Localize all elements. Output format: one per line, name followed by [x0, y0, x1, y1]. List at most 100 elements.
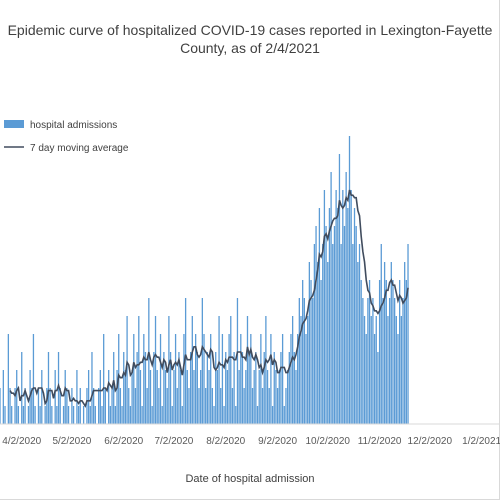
bar — [404, 262, 406, 424]
bar — [128, 388, 130, 424]
bar — [72, 406, 75, 424]
bar — [44, 406, 46, 424]
bar — [387, 316, 389, 424]
bar — [32, 334, 35, 424]
legend-label-bars: hospital admissions — [30, 120, 117, 131]
bar — [92, 388, 95, 424]
bar — [220, 388, 222, 424]
bar — [86, 388, 88, 424]
bar — [186, 370, 188, 424]
bar — [263, 352, 265, 424]
bar — [31, 388, 33, 424]
bar — [293, 352, 295, 424]
x-tick-label: 7/2/2020 — [154, 436, 193, 447]
bar — [402, 298, 404, 424]
bar — [196, 352, 198, 424]
bar — [223, 406, 225, 424]
bar — [143, 334, 145, 424]
bar — [206, 352, 209, 424]
legend-bar-swatch — [4, 120, 24, 128]
bar — [250, 334, 252, 424]
bar — [129, 406, 132, 424]
bar — [39, 406, 41, 424]
bar — [246, 316, 249, 424]
bar — [288, 352, 290, 424]
bar — [327, 262, 329, 424]
bar — [295, 370, 297, 424]
bar — [51, 406, 53, 424]
bar — [268, 388, 270, 424]
bar — [17, 406, 20, 424]
bar — [156, 370, 158, 424]
bar — [213, 406, 215, 424]
bar — [49, 388, 51, 424]
bar — [66, 388, 68, 424]
bar — [298, 298, 300, 424]
bar — [101, 406, 103, 424]
bar — [367, 298, 369, 424]
bar — [322, 244, 324, 424]
bar — [151, 406, 153, 424]
bar — [133, 334, 135, 424]
bar — [399, 280, 401, 424]
bar — [358, 244, 361, 424]
bar — [305, 334, 307, 424]
bar — [123, 352, 125, 424]
bar — [335, 190, 337, 424]
bar — [77, 406, 80, 424]
bar — [71, 388, 73, 424]
bar — [303, 298, 305, 424]
bar — [383, 262, 386, 424]
bar — [350, 190, 352, 424]
bar — [270, 334, 272, 424]
bar — [98, 388, 100, 424]
bar — [342, 190, 344, 424]
bar — [41, 370, 43, 424]
bar — [233, 352, 235, 424]
bar — [139, 370, 142, 424]
bar — [360, 280, 362, 424]
bar — [158, 388, 160, 424]
bar — [171, 406, 173, 424]
bar — [0, 388, 1, 424]
bar — [388, 298, 391, 424]
bar — [330, 172, 332, 424]
bar — [191, 316, 193, 424]
bar — [343, 226, 346, 424]
bar — [193, 370, 195, 424]
bar — [363, 316, 366, 424]
bar — [380, 244, 382, 424]
bar — [373, 334, 376, 424]
legend-label-line: 7 day moving average — [30, 143, 129, 154]
bar — [248, 352, 250, 424]
bar — [24, 388, 26, 424]
bar — [215, 352, 217, 424]
bar — [243, 388, 245, 424]
bar — [285, 388, 287, 424]
bar — [362, 298, 364, 424]
x-tick-label: 11/2/2020 — [358, 436, 402, 447]
bar — [169, 352, 172, 424]
bar — [273, 352, 275, 424]
bar — [221, 334, 224, 424]
bar — [76, 370, 78, 424]
x-tick-label: 6/2/2020 — [104, 436, 143, 447]
bar — [79, 388, 81, 424]
bar — [46, 388, 48, 424]
bar — [235, 406, 237, 424]
bar — [189, 352, 192, 424]
bar — [370, 316, 372, 424]
bar — [407, 244, 409, 424]
bar — [111, 388, 113, 424]
bar — [179, 370, 182, 424]
bar — [320, 280, 322, 424]
bar — [82, 406, 85, 424]
bar — [59, 388, 61, 424]
bar — [161, 406, 163, 424]
bar — [378, 280, 381, 424]
bar — [181, 406, 183, 424]
bar — [308, 262, 311, 424]
bar — [372, 298, 374, 424]
bar — [203, 334, 205, 424]
